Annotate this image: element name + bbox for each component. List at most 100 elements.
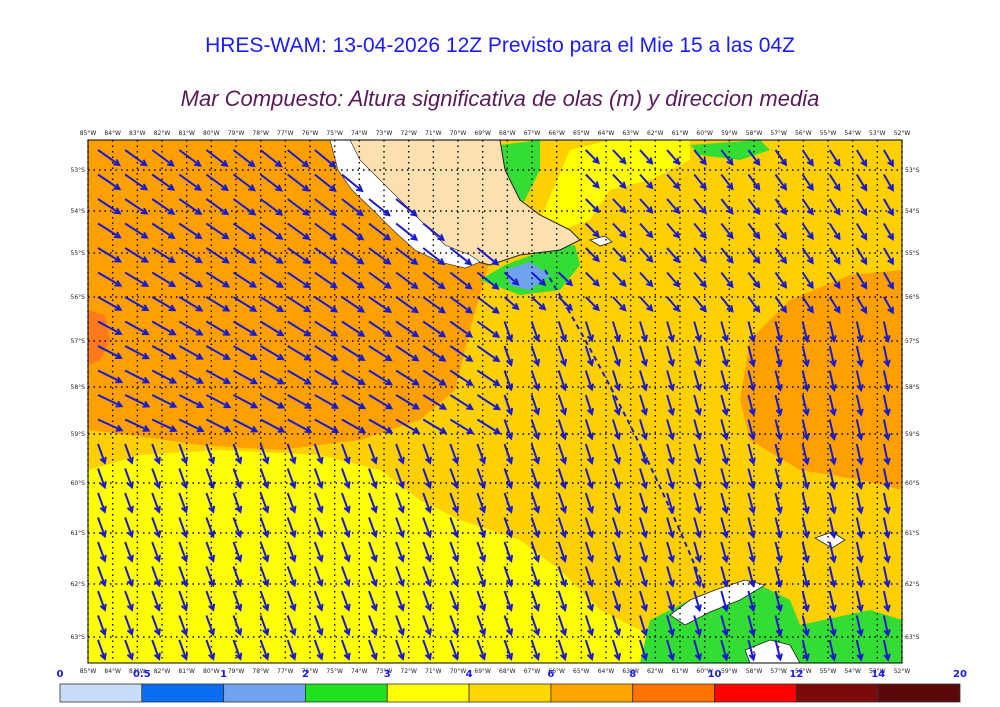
lon-label: 66°W	[548, 130, 565, 137]
wave-arrow	[720, 394, 729, 417]
wave-arrow	[503, 271, 520, 286]
wave-arrow	[801, 370, 810, 392]
lon-label: 81°W	[178, 668, 195, 675]
wave-arrow	[449, 247, 473, 266]
wave-arrow	[232, 566, 243, 588]
wave-arrow	[124, 566, 134, 588]
wave-arrow	[584, 443, 595, 466]
wave-arrow	[340, 541, 351, 563]
wave-arrow	[368, 247, 392, 265]
wave-arrow	[340, 443, 351, 465]
wave-arrow	[611, 321, 622, 343]
wave-arrow	[151, 639, 161, 661]
wave-arrow	[611, 468, 622, 490]
wave-arrow	[855, 492, 864, 515]
wave-arrow	[530, 492, 541, 514]
wave-arrow	[747, 492, 756, 515]
lon-label: 70°W	[450, 130, 467, 137]
wave-arrow	[557, 639, 568, 661]
lat-label: 57°S	[71, 338, 86, 345]
wave-arrow	[747, 566, 756, 588]
wave-arrow	[774, 149, 788, 167]
wave-arrow	[612, 198, 627, 214]
lon-label: 60°W	[696, 130, 713, 137]
wave-arrow	[476, 443, 487, 465]
colorbar-tick: 0	[57, 669, 64, 680]
wave-arrow	[232, 173, 256, 192]
wave-arrow	[530, 345, 541, 367]
wave-arrow	[639, 419, 648, 441]
wave-arrow	[422, 222, 446, 242]
lon-label: 62°W	[647, 668, 664, 675]
wave-arrow	[584, 590, 595, 613]
wave-arrow	[828, 296, 841, 314]
wave-arrow	[286, 615, 297, 637]
lon-label: 63°W	[622, 130, 639, 137]
wave-arrow	[639, 639, 648, 662]
wave-arrow	[151, 468, 161, 490]
lat-label: 59°S	[71, 431, 86, 438]
wave-arrow	[828, 468, 837, 491]
wave-arrow	[747, 541, 756, 564]
wave-arrow	[801, 321, 810, 343]
wave-arrow	[178, 320, 204, 336]
wave-arrow	[720, 590, 729, 613]
wave-arrow	[476, 320, 501, 338]
wave-arrow	[178, 590, 189, 612]
colorbar-tick: 0.5	[133, 669, 151, 680]
wave-arrow	[368, 639, 378, 661]
wave-arrow	[503, 541, 514, 563]
wave-arrow	[313, 566, 324, 588]
wave-arrow	[476, 345, 501, 363]
lon-label: 55°W	[820, 668, 837, 675]
lon-label: 68°W	[499, 668, 516, 675]
wave-arrow	[151, 369, 178, 384]
wave-arrow	[97, 222, 122, 239]
wave-arrow	[693, 517, 702, 539]
wave-arrow	[260, 271, 285, 289]
wave-arrow	[639, 394, 648, 417]
wave-arrow	[612, 247, 627, 263]
wave-arrow	[693, 492, 702, 515]
wave-arrow	[449, 443, 460, 465]
wave-arrow	[720, 296, 734, 313]
land-antarctic-peninsula	[744, 639, 801, 663]
wave-arrow	[476, 296, 500, 314]
wave-arrow	[178, 468, 189, 490]
lat-label: 61°S	[71, 530, 86, 537]
wave-arrow	[666, 541, 675, 564]
wave-arrow	[205, 517, 216, 539]
wave-arrow	[584, 321, 595, 343]
wave-arrow	[611, 590, 622, 613]
lon-label: 64°W	[598, 668, 615, 675]
wave-arrow	[259, 492, 270, 514]
land-isla-estados	[588, 235, 613, 247]
wave-arrow	[801, 198, 814, 216]
wave-arrow	[205, 198, 230, 216]
wave-arrow	[720, 247, 734, 264]
lat-labels-left: 53°S 54°S 55°S 56°S 57°S 58°S 59°S 60°S 61°S 62°S…	[71, 167, 86, 641]
wave-arrow	[124, 320, 150, 336]
wave-arrow	[720, 468, 729, 490]
lat-label: 55°S	[905, 250, 920, 257]
wave-arrow	[314, 320, 339, 337]
wave-arrow	[368, 517, 378, 539]
wave-arrow	[557, 394, 568, 416]
wave-arrow	[476, 468, 487, 490]
wave-arrow	[341, 320, 366, 337]
wave-arrow	[340, 615, 351, 637]
wave-arrow	[151, 541, 161, 563]
wave-arrow	[693, 590, 702, 613]
wave-arrow	[585, 296, 600, 312]
wave-arrow	[720, 198, 734, 215]
wave-arrow	[232, 492, 243, 514]
wave-arrow	[611, 517, 622, 539]
wave-arrow	[828, 419, 837, 442]
lon-label: 67°W	[524, 130, 541, 137]
wave-arrow	[639, 541, 648, 564]
wave-arrow	[368, 418, 394, 434]
wave-arrow	[774, 296, 788, 314]
wave-arrow	[151, 149, 175, 167]
wave-arrow	[584, 517, 595, 539]
wave-arrow	[313, 541, 324, 563]
